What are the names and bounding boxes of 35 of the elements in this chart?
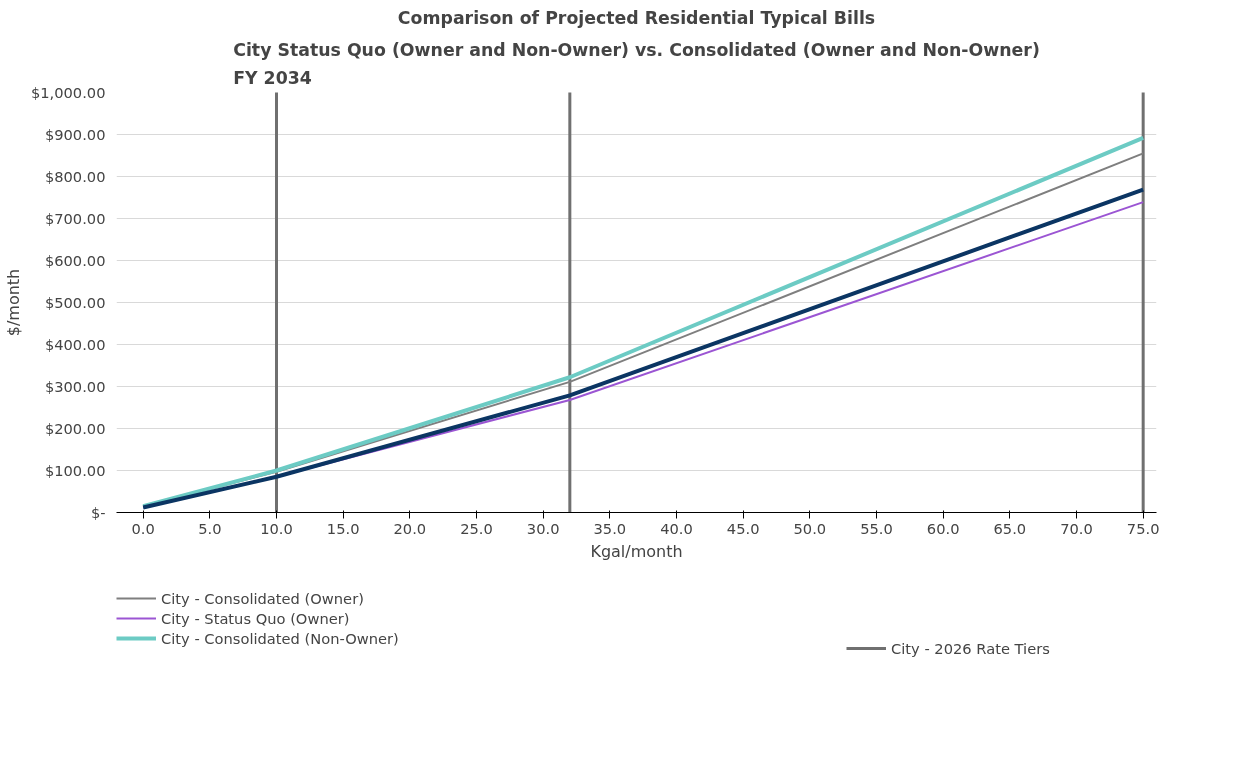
x-tick-label: 70.0 (1060, 519, 1093, 537)
legend-label: City - Consolidated (Owner) (161, 589, 364, 607)
y-axis-title: $/month (3, 268, 23, 337)
y-tick-label: $500.00 (44, 294, 106, 311)
x-tick-label: 55.0 (860, 519, 893, 537)
x-tick-label: 50.0 (793, 519, 827, 537)
y-tick-label: $100.00 (44, 462, 106, 479)
x-tick-label: 5.0 (198, 519, 222, 537)
x-tick-label: 30.0 (526, 519, 560, 537)
legend-label: City - Status Quo (Owner) (161, 609, 350, 627)
x-tick-label: 20.0 (393, 519, 427, 537)
chart-subtitle: City Status Quo (Owner and Non-Owner) vs. Consolidated (Owner and Non-Owner) FY 2034 (233, 39, 1040, 88)
y-tick-label: $200.00 (44, 420, 106, 437)
x-tick-label: 65.0 (993, 519, 1027, 537)
x-tick-label: 35.0 (593, 519, 627, 537)
x-tick-label: 25.0 (460, 519, 493, 537)
y-tick-label: $700.00 (44, 210, 106, 227)
y-tick-label: $400.00 (44, 336, 106, 353)
legend-label: City - Consolidated (Non-Owner) (161, 629, 399, 647)
legend-label: City - 2026 Rate Tiers (891, 639, 1050, 657)
x-tick-label: 10.0 (260, 519, 293, 537)
y-tick-label: $800.00 (44, 168, 106, 185)
y-tick-label: $900.00 (44, 126, 106, 143)
y-tick-label: $- (90, 504, 106, 521)
y-tick-label: $1,000.00 (30, 84, 106, 101)
x-tick-label: 40.0 (660, 519, 693, 537)
y-tick-label: $600.00 (44, 252, 106, 269)
x-axis-title: Kgal/month (590, 541, 683, 561)
chart-title: Comparison of Projected Residential Typical Bills (397, 7, 876, 28)
y-tick-label: $300.00 (44, 378, 106, 395)
x-tick-label: 15.0 (326, 519, 360, 537)
x-tick-label: 0.0 (131, 519, 155, 537)
x-tick-label: 45.0 (726, 519, 760, 537)
x-tick-label: 60.0 (926, 519, 960, 537)
x-tick-label: 75.0 (1126, 519, 1160, 537)
